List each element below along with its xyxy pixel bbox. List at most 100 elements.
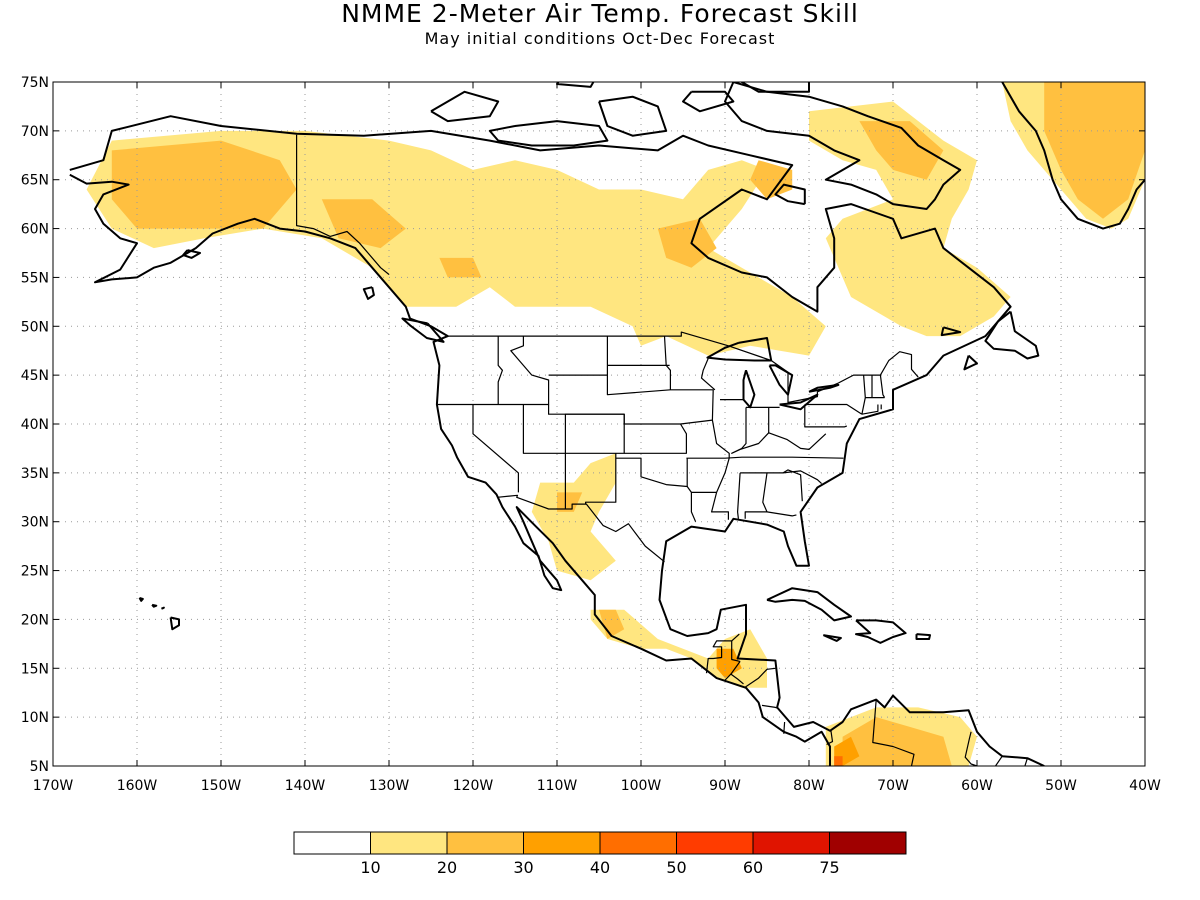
political-border-5 — [723, 673, 744, 685]
lat-tick-label: 40N — [21, 417, 49, 433]
political-border-38 — [731, 407, 827, 454]
lat-tick-label: 65N — [21, 173, 49, 189]
lon-tick-label: 120W — [453, 778, 494, 794]
coastline-9 — [915, 633, 931, 640]
skill-region-14 — [716, 648, 742, 679]
lon-tick-label: 110W — [537, 778, 578, 794]
political-border-33 — [736, 472, 741, 519]
coastline-13 — [161, 606, 165, 610]
lat-tick-label: 30N — [21, 515, 49, 531]
coastline-14 — [401, 317, 445, 343]
colorbar-label: 50 — [666, 858, 686, 877]
lat-tick-label: 20N — [21, 612, 49, 628]
political-border-16 — [497, 336, 503, 405]
colorbar-swatch — [293, 831, 371, 855]
political-border-11 — [872, 699, 915, 766]
political-border-30 — [686, 456, 844, 459]
skill-region-9 — [1044, 82, 1145, 219]
coastline-18 — [963, 354, 978, 371]
political-border-19 — [472, 404, 520, 493]
colorbar-label: 30 — [513, 858, 533, 877]
coastline-1 — [69, 173, 831, 766]
lat-tick-label: 15N — [21, 661, 49, 677]
lat-tick-label: 55N — [21, 270, 49, 286]
colorbar-label: 60 — [743, 858, 763, 877]
political-border-37 — [782, 469, 803, 502]
coastline-24 — [666, 63, 708, 78]
skill-region-11 — [557, 492, 583, 512]
lat-tick-label: 60N — [21, 222, 49, 238]
coastline-7 — [855, 619, 907, 644]
political-border-12 — [964, 731, 978, 766]
lon-tick-label: 50W — [1045, 778, 1077, 794]
colorbar-swatch — [829, 831, 907, 855]
colorbar-swatch — [752, 831, 830, 855]
political-border-1 — [296, 134, 390, 275]
political-border-42 — [804, 403, 863, 415]
lon-tick-label: 80W — [793, 778, 825, 794]
political-border-20 — [522, 404, 567, 509]
skill-region-7 — [859, 121, 944, 180]
coastline-25 — [556, 82, 595, 88]
political-border-7 — [743, 667, 776, 689]
political-border-22 — [584, 453, 617, 505]
lon-tick-label: 70W — [877, 778, 909, 794]
lon-tick-label: 90W — [709, 778, 741, 794]
political-border-18 — [510, 336, 550, 405]
coastline-10 — [169, 616, 180, 631]
lon-tick-label: 130W — [369, 778, 410, 794]
skill-region-5 — [750, 160, 793, 200]
coastline-22 — [682, 90, 735, 113]
political-border-29 — [710, 419, 730, 520]
coastline-12 — [151, 603, 158, 608]
political-border-3 — [705, 633, 740, 674]
lat-tick-label: 45N — [21, 368, 49, 384]
coastline-26 — [706, 337, 773, 362]
colorbar-swatch — [676, 831, 754, 855]
map-subtitle: May initial conditions Oct-Dec Forecast — [424, 29, 776, 48]
political-border-44 — [879, 375, 886, 398]
lat-tick-label: 35N — [21, 466, 49, 482]
coastline-4 — [1001, 82, 1145, 230]
colorbar-label: 75 — [819, 858, 839, 877]
lat-tick-label: 25N — [21, 564, 49, 580]
political-border-24 — [624, 423, 688, 454]
coastline-27 — [742, 369, 756, 409]
political-border-47 — [861, 404, 879, 415]
political-border-4 — [731, 640, 741, 662]
lon-tick-label: 60W — [961, 778, 993, 794]
skill-region-16 — [842, 717, 952, 766]
coastline-8 — [822, 634, 842, 642]
lat-tick-label: 75N — [21, 75, 49, 91]
coastline-2 — [724, 82, 962, 210]
political-border-14 — [1024, 758, 1028, 766]
political-border-9 — [783, 721, 786, 734]
lon-tick-label: 100W — [621, 778, 662, 794]
coastline-5 — [984, 310, 1040, 360]
political-border-41 — [804, 404, 848, 428]
coastline-20 — [430, 90, 500, 123]
coastline-0 — [69, 115, 1045, 766]
lon-tick-label: 160W — [117, 778, 158, 794]
political-border-21 — [564, 413, 625, 454]
coastline-11 — [138, 596, 144, 602]
skill-region-18 — [834, 756, 843, 766]
skill-region-4 — [657, 218, 717, 268]
political-border-10 — [826, 729, 834, 746]
skill-region-1 — [111, 140, 297, 229]
skill-region-13 — [599, 609, 625, 639]
skill-region-2 — [321, 199, 406, 249]
political-border-27 — [700, 358, 716, 391]
political-border-6 — [730, 661, 741, 675]
political-border-0 — [445, 331, 919, 404]
lat-tick-label: 10N — [21, 710, 49, 726]
skill-region-3 — [439, 257, 482, 278]
coastline-6 — [766, 587, 852, 622]
lon-tick-label: 170W — [33, 778, 74, 794]
colorbar-swatch — [523, 831, 601, 855]
colorbar-swatch — [446, 831, 524, 855]
skill-region-10 — [531, 453, 616, 581]
coastline-16 — [182, 249, 201, 259]
map-title: NMME 2-Meter Air Temp. Forecast Skill — [341, 0, 859, 28]
coastline-23 — [740, 82, 810, 93]
